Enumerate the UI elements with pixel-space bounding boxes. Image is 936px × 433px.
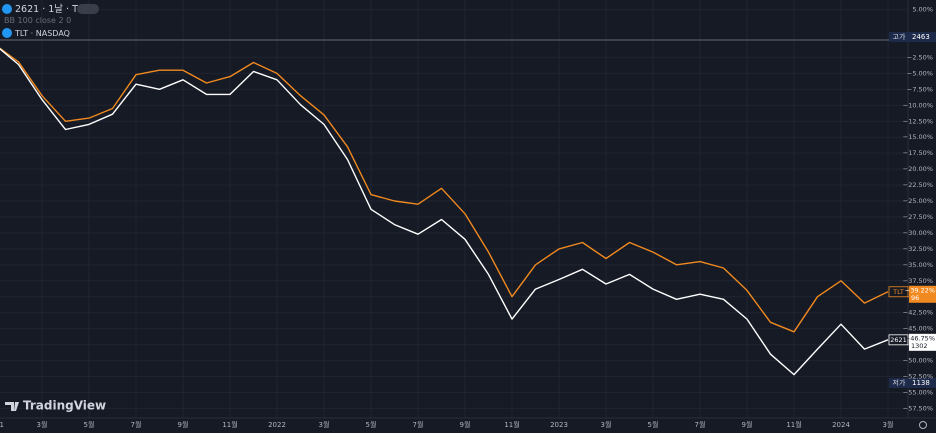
last-value-box [909, 285, 936, 303]
x-tick-label: 7월 [695, 420, 706, 429]
y-tick-label: −15.00% [903, 133, 933, 141]
y-tick-label: −57.50% [903, 404, 933, 412]
y-tick-label: −20.00% [903, 165, 933, 173]
x-tick-label: 2023 [550, 421, 568, 429]
settings-icon[interactable] [919, 421, 927, 429]
last-value-label: −46.75% [905, 334, 935, 342]
y-tick-label: −2.50% [907, 53, 933, 61]
x-tick-label: 3월 [601, 420, 612, 429]
y-tick-label: −5.00% [907, 69, 933, 77]
y-tick-label: −42.50% [903, 309, 933, 317]
y-tick-label: −32.50% [903, 245, 933, 253]
low-tag [889, 378, 909, 388]
x-tick-label: 2024 [832, 421, 850, 429]
low-box [909, 378, 936, 388]
y-tick-label: −50.00% [903, 357, 933, 365]
indicator-label: BB 100 close 2 0 [4, 16, 71, 25]
compare-label: TLT · NASDAQ [14, 29, 70, 38]
series-line [0, 47, 889, 333]
watermark: TradingView [5, 399, 106, 413]
x-tick-label: 5월 [84, 420, 95, 429]
watermark-text: TradingView [23, 399, 106, 413]
x-tick-label: 5월 [648, 420, 659, 429]
y-tick-label: −27.50% [903, 213, 933, 221]
y-tick-label: −52.50% [903, 373, 933, 381]
y-tick-label: −25.00% [903, 197, 933, 205]
y-tick-label: −45.00% [903, 325, 933, 333]
y-tick-label: −37.50% [903, 277, 933, 285]
y-tick-label: −30.00% [903, 229, 933, 237]
x-tick-label: 11월 [786, 420, 801, 429]
x-tick-label: 3월 [319, 420, 330, 429]
series-name: TLT [892, 288, 904, 296]
last-value-box [909, 333, 936, 351]
info-icon[interactable] [2, 4, 12, 14]
y-tick-label: −55.00% [903, 388, 933, 396]
info-icon[interactable] [2, 28, 12, 38]
last-price: 96 [911, 294, 919, 302]
y-tick-label: −7.50% [907, 85, 933, 93]
x-tick-label: 3월 [883, 420, 894, 429]
x-tick-label: 2022 [268, 421, 286, 429]
toggle[interactable] [77, 4, 99, 14]
high-value: 2463 [912, 33, 930, 41]
y-tick-label: −35.00% [903, 261, 933, 269]
y-tick-label: −10.00% [903, 101, 933, 109]
last-price: 1302 [911, 342, 928, 350]
x-tick-label: 5월 [366, 420, 377, 429]
x-tick-label: 11월 [222, 420, 237, 429]
x-tick-label: 11월 [504, 420, 519, 429]
high-text: 고가 [893, 32, 906, 41]
x-tick-label: 9월 [460, 420, 471, 429]
high-label: 고가 2463 [889, 32, 936, 42]
series-name-tag [888, 286, 909, 298]
logo [5, 402, 19, 411]
series-name: 2621 [890, 336, 907, 344]
y-tick-label: −17.50% [903, 149, 933, 157]
last-value-label: −39.22% [905, 286, 935, 294]
symbol-title: 2621 · 1날 · TSE [15, 4, 90, 15]
x-tick-label: 3월 [37, 420, 48, 429]
series-line [0, 47, 889, 376]
plot-area [0, 47, 889, 376]
high-box [909, 32, 936, 42]
x-tick-label: 2021 [0, 421, 4, 429]
x-tick-label: 7월 [131, 420, 142, 429]
legend: 2621 · 1날 · TSE BB 100 close 2 0 TLT · N… [2, 4, 99, 38]
y-tick-label: −12.50% [903, 117, 933, 125]
low-label: 저가 1138 [889, 378, 936, 388]
low-value: 1138 [912, 379, 930, 387]
y-tick-label: −22.50% [903, 181, 933, 189]
x-tick-label: 9월 [742, 420, 753, 429]
series-name-tag [888, 334, 909, 346]
low-text: 저가 [893, 378, 906, 387]
x-tick-label: 9월 [178, 420, 189, 429]
y-tick-label: 5.00% [912, 6, 933, 14]
high-tag [889, 32, 909, 42]
x-tick-label: 7월 [413, 420, 424, 429]
